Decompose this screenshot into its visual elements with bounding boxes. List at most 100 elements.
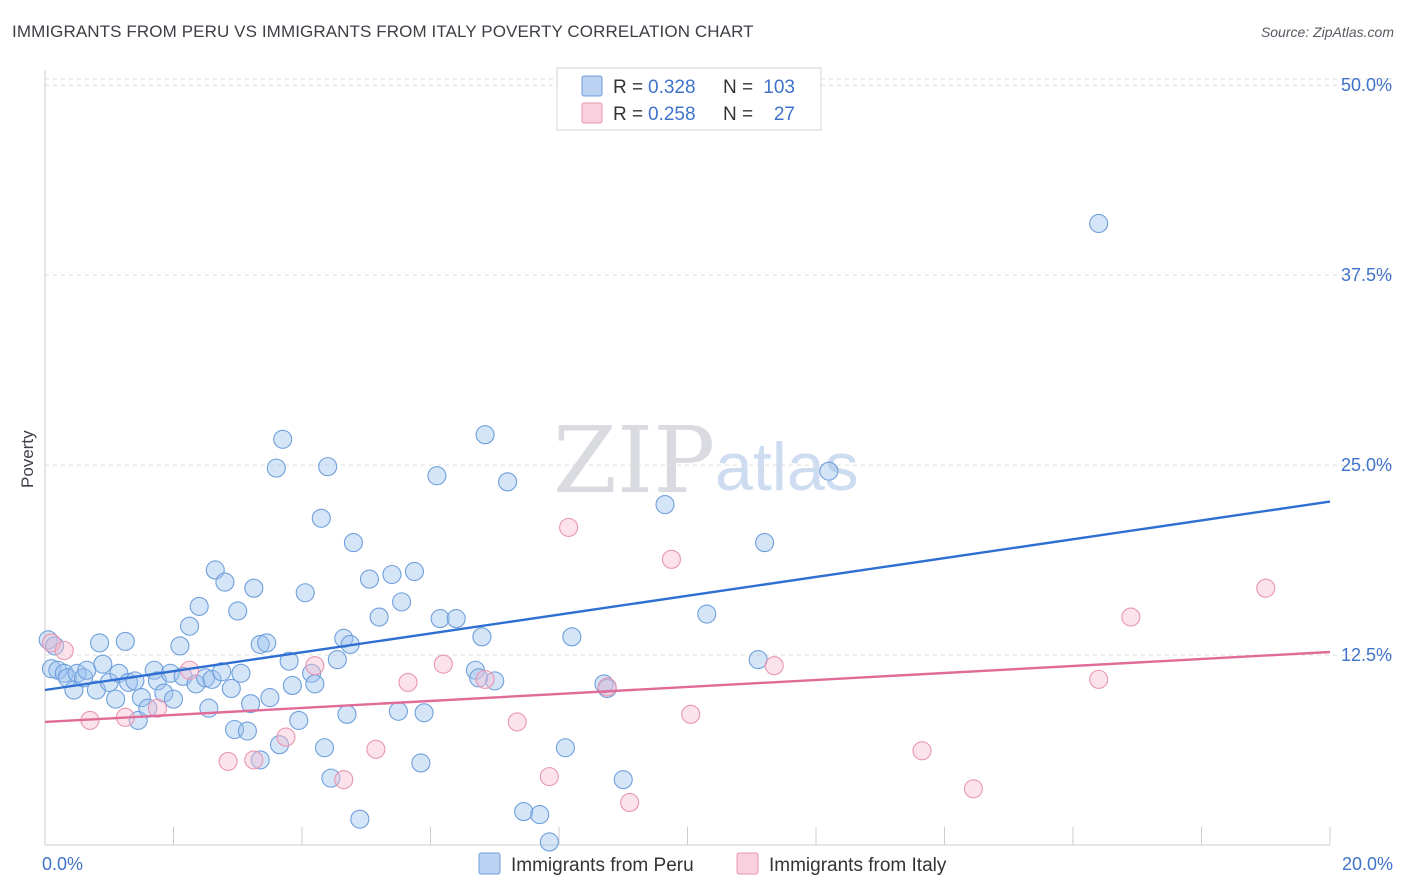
point-peru — [539, 832, 559, 852]
point-peru — [273, 429, 293, 449]
point-italy — [366, 739, 386, 759]
y-tick-label: 50.0% — [1341, 75, 1392, 95]
point-peru — [250, 750, 270, 770]
watermark: ZIP atlas — [553, 407, 859, 514]
point-peru — [1089, 213, 1109, 234]
data-points — [38, 213, 1276, 852]
point-peru — [221, 678, 241, 699]
trend-lines — [44, 500, 1331, 724]
point-peru — [530, 805, 550, 825]
bottom-legend-swatch-italy — [736, 852, 759, 875]
point-peru — [311, 508, 331, 528]
point-italy — [620, 792, 640, 813]
point-peru — [302, 663, 322, 683]
point-italy — [433, 654, 453, 674]
point-peru — [555, 738, 575, 758]
x-tick-labels: 0.0% 20.0% — [42, 854, 1393, 874]
point-peru — [430, 609, 450, 629]
point-peru — [266, 458, 286, 478]
legend-n-label-peru: N = — [723, 77, 753, 98]
point-peru — [655, 495, 675, 515]
point-peru — [45, 636, 65, 656]
trend-line-peru — [44, 500, 1331, 692]
point-peru — [170, 636, 190, 656]
point-peru — [514, 802, 534, 822]
point-italy — [398, 672, 418, 692]
point-peru — [475, 425, 495, 445]
point-peru — [755, 533, 775, 553]
bottom-legend-label-italy: Immigrants from Italy — [769, 855, 947, 876]
point-peru — [282, 675, 302, 695]
point-peru — [41, 659, 61, 679]
point-italy — [1256, 578, 1276, 598]
point-peru — [318, 457, 338, 477]
point-peru — [498, 472, 518, 492]
legend-n-value-peru: 103 — [763, 77, 795, 98]
point-peru — [404, 561, 424, 582]
watermark-zip: ZIP — [553, 407, 715, 514]
bottom-legend-swatch-peru — [478, 852, 501, 875]
point-peru — [74, 668, 94, 688]
point-italy — [276, 727, 296, 747]
point-peru — [106, 689, 126, 709]
point-peru — [314, 738, 335, 758]
point-italy — [1121, 607, 1141, 627]
point-peru — [485, 671, 505, 691]
chart-title: IMMIGRANTS FROM PERU VS IMMIGRANTS FROM … — [12, 22, 754, 41]
point-peru — [231, 663, 251, 683]
point-italy — [218, 751, 238, 771]
y-axis-label: Poverty — [18, 430, 37, 488]
watermark-atlas: atlas — [715, 429, 859, 505]
bottom-legend-label-peru: Immigrants from Peru — [511, 855, 694, 876]
point-italy — [661, 549, 681, 569]
point-peru — [212, 662, 232, 682]
legend-r-value-peru: 0.328 — [648, 77, 696, 98]
legend-r-value-italy: 0.258 — [648, 104, 696, 125]
point-peru — [228, 601, 248, 621]
grid-lines — [45, 78, 1392, 656]
legend-swatch-italy — [581, 102, 603, 124]
source-credit: Source: ZipAtlas.com — [1260, 24, 1394, 40]
point-peru — [189, 596, 209, 616]
legend-n-label-italy: N = — [723, 104, 753, 125]
y-tick-label: 12.5% — [1341, 645, 1392, 665]
x-tick-label: 20.0% — [1342, 854, 1393, 874]
legend-r-label-italy: R = — [613, 104, 643, 125]
point-peru — [93, 654, 113, 674]
point-peru — [269, 735, 290, 755]
point-italy — [147, 698, 167, 718]
point-peru — [388, 701, 408, 721]
point-italy — [963, 779, 983, 799]
point-peru — [369, 607, 389, 627]
point-peru — [180, 616, 200, 636]
point-peru — [289, 710, 309, 730]
point-peru — [125, 671, 145, 691]
point-peru — [244, 578, 264, 598]
trend-line-italy — [44, 650, 1331, 724]
point-peru — [260, 688, 280, 708]
point-italy — [334, 770, 354, 790]
point-peru — [562, 627, 582, 647]
point-peru — [350, 809, 370, 829]
point-peru — [469, 668, 489, 688]
point-peru — [819, 461, 839, 481]
point-peru — [697, 604, 717, 624]
point-italy — [305, 656, 325, 676]
point-peru — [115, 631, 135, 651]
point-peru — [414, 703, 434, 723]
y-tick-label: 25.0% — [1341, 455, 1392, 475]
y-tick-labels: 12.5% 25.0% 37.5% 50.0% — [1341, 75, 1392, 665]
point-peru — [411, 753, 431, 773]
legend-box: R = 0.328 N = 103 R = 0.258 N = 27 — [556, 67, 822, 131]
point-peru — [305, 674, 325, 694]
y-tick-label: 37.5% — [1341, 265, 1392, 285]
point-peru — [131, 688, 151, 708]
point-peru — [279, 651, 299, 671]
point-peru — [748, 650, 768, 670]
point-italy — [764, 656, 784, 676]
point-italy — [559, 517, 579, 537]
point-peru — [295, 583, 315, 603]
point-peru — [382, 564, 402, 585]
point-peru — [77, 660, 97, 680]
